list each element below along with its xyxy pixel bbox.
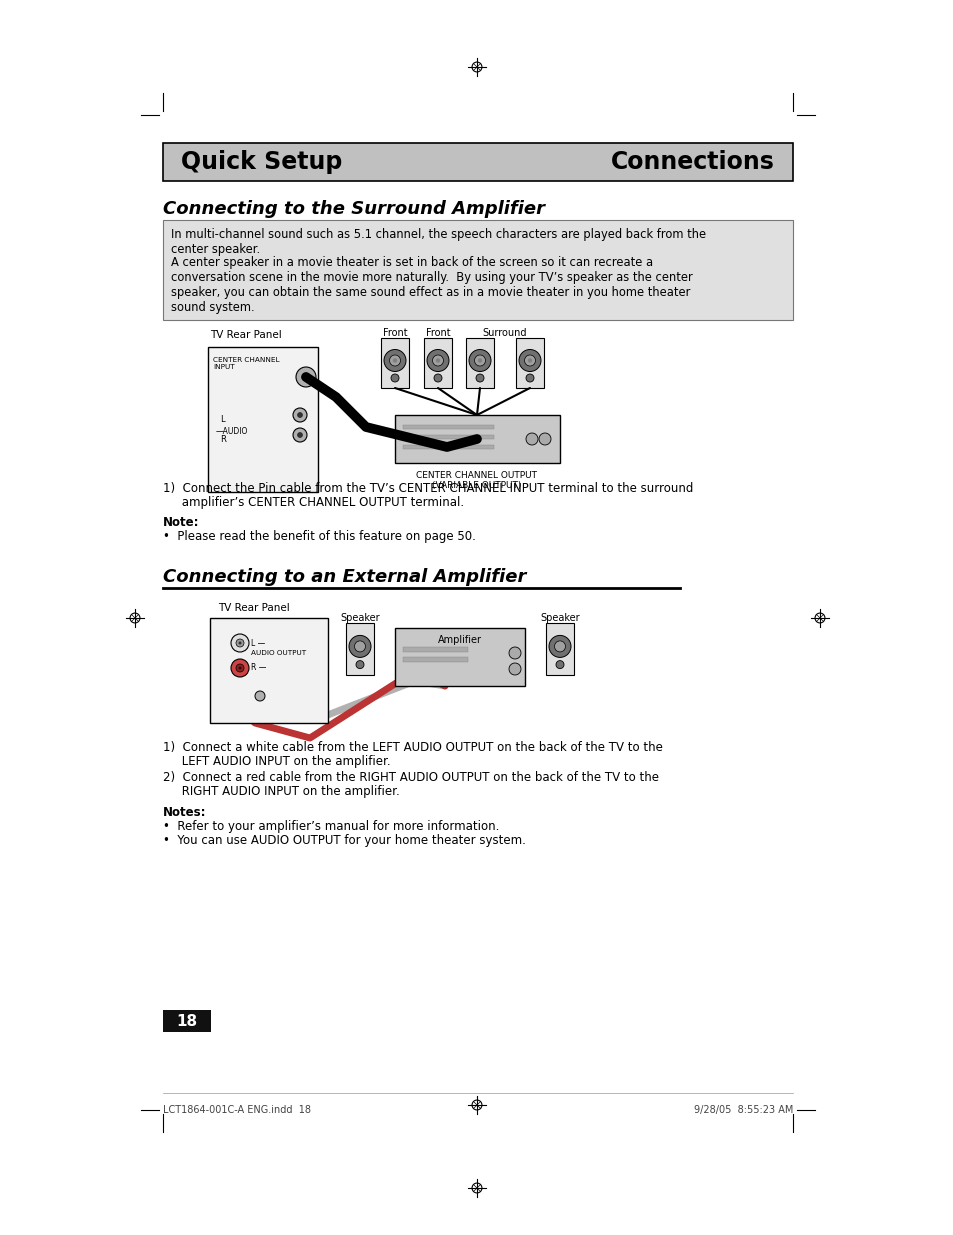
Circle shape [302, 373, 310, 382]
Circle shape [477, 358, 481, 363]
Text: •  You can use AUDIO OUTPUT for your home theater system.: • You can use AUDIO OUTPUT for your home… [163, 834, 525, 847]
Text: Notes:: Notes: [163, 806, 206, 819]
Bar [163, 143, 792, 182]
Circle shape [432, 354, 443, 366]
Circle shape [355, 641, 365, 652]
Text: —AUDIO: —AUDIO [215, 427, 248, 436]
Text: CENTER CHANNEL
INPUT: CENTER CHANNEL INPUT [213, 357, 279, 370]
Text: Speaker: Speaker [539, 613, 579, 622]
Bar [210, 618, 328, 722]
Bar [208, 347, 317, 492]
Bar [465, 338, 494, 388]
Text: •  Please read the benefit of this feature on page 50.: • Please read the benefit of this featur… [163, 530, 476, 543]
Circle shape [384, 350, 406, 372]
Circle shape [538, 433, 551, 445]
Text: TV Rear Panel: TV Rear Panel [210, 330, 281, 340]
Bar [163, 220, 792, 320]
Text: Quick Setup: Quick Setup [181, 149, 342, 174]
Bar [395, 415, 559, 463]
Bar [545, 622, 574, 676]
Circle shape [389, 354, 400, 366]
Circle shape [518, 350, 540, 372]
Text: Front: Front [382, 329, 407, 338]
Circle shape [469, 350, 491, 372]
Text: Amplifier: Amplifier [437, 635, 481, 645]
Circle shape [235, 664, 244, 672]
Circle shape [238, 667, 241, 669]
Circle shape [293, 429, 307, 442]
Circle shape [476, 374, 483, 382]
Text: In multi-channel sound such as 5.1 channel, the speech characters are played bac: In multi-channel sound such as 5.1 chann… [171, 228, 705, 256]
Circle shape [254, 692, 265, 701]
Circle shape [427, 350, 449, 372]
Text: LCT1864-001C-A ENG.indd  18: LCT1864-001C-A ENG.indd 18 [163, 1105, 311, 1115]
Circle shape [548, 635, 571, 657]
Circle shape [238, 641, 241, 645]
Text: 18: 18 [176, 1014, 197, 1029]
Text: 9/28/05  8:55:23 AM: 9/28/05 8:55:23 AM [693, 1105, 792, 1115]
Text: amplifier’s CENTER CHANNEL OUTPUT terminal.: amplifier’s CENTER CHANNEL OUTPUT termin… [163, 496, 464, 509]
Bar [163, 1010, 211, 1032]
Bar [380, 338, 409, 388]
Circle shape [434, 374, 441, 382]
Text: •  Refer to your amplifier’s manual for more information.: • Refer to your amplifier’s manual for m… [163, 820, 498, 832]
Circle shape [304, 375, 307, 378]
Circle shape [297, 432, 302, 437]
Text: RIGHT AUDIO INPUT on the amplifier.: RIGHT AUDIO INPUT on the amplifier. [163, 785, 399, 798]
Circle shape [297, 412, 302, 417]
Bar [402, 445, 494, 450]
Circle shape [509, 663, 520, 676]
Text: Note:: Note: [163, 516, 199, 529]
Circle shape [231, 634, 249, 652]
Bar [402, 425, 494, 429]
Text: A center speaker in a movie theater is set in back of the screen so it can recre: A center speaker in a movie theater is s… [171, 256, 692, 314]
Circle shape [509, 647, 520, 659]
Text: CENTER CHANNEL OUTPUT
(VARIABLE OUTPUT): CENTER CHANNEL OUTPUT (VARIABLE OUTPUT) [416, 471, 537, 490]
Circle shape [436, 358, 439, 363]
Bar [402, 435, 494, 438]
Text: Connecting to an External Amplifier: Connecting to an External Amplifier [163, 568, 526, 585]
Text: 2)  Connect a red cable from the RIGHT AUDIO OUTPUT on the back of the TV to the: 2) Connect a red cable from the RIGHT AU… [163, 771, 659, 784]
Text: TV Rear Panel: TV Rear Panel [218, 603, 290, 613]
Bar [402, 647, 468, 652]
Bar [346, 622, 374, 676]
Bar [516, 338, 543, 388]
Text: L: L [220, 415, 224, 424]
Circle shape [391, 374, 398, 382]
Circle shape [524, 354, 535, 366]
Circle shape [349, 635, 371, 657]
Text: LEFT AUDIO INPUT on the amplifier.: LEFT AUDIO INPUT on the amplifier. [163, 755, 390, 768]
Text: Speaker: Speaker [340, 613, 379, 622]
Circle shape [525, 433, 537, 445]
Text: 1)  Connect the Pin cable from the TV’s CENTER CHANNEL INPUT terminal to the sur: 1) Connect the Pin cable from the TV’s C… [163, 482, 693, 495]
Circle shape [525, 374, 534, 382]
Circle shape [355, 661, 364, 668]
Circle shape [527, 358, 532, 363]
Text: L —: L — [251, 638, 265, 647]
Text: R —: R — [251, 663, 266, 673]
Text: Connections: Connections [611, 149, 774, 174]
Circle shape [235, 638, 244, 647]
Bar [402, 657, 468, 662]
Text: Connecting to the Surround Amplifier: Connecting to the Surround Amplifier [163, 200, 544, 219]
Bar [423, 338, 452, 388]
Bar [395, 629, 524, 685]
Circle shape [393, 358, 396, 363]
Text: Front: Front [425, 329, 450, 338]
Circle shape [554, 641, 565, 652]
Circle shape [556, 661, 563, 668]
Text: Surround: Surround [482, 329, 527, 338]
Text: R: R [220, 435, 226, 445]
Text: 1)  Connect a white cable from the LEFT AUDIO OUTPUT on the back of the TV to th: 1) Connect a white cable from the LEFT A… [163, 741, 662, 755]
Circle shape [293, 408, 307, 422]
Circle shape [295, 367, 315, 387]
Text: AUDIO OUTPUT: AUDIO OUTPUT [251, 650, 306, 656]
Circle shape [231, 659, 249, 677]
Circle shape [474, 354, 485, 366]
